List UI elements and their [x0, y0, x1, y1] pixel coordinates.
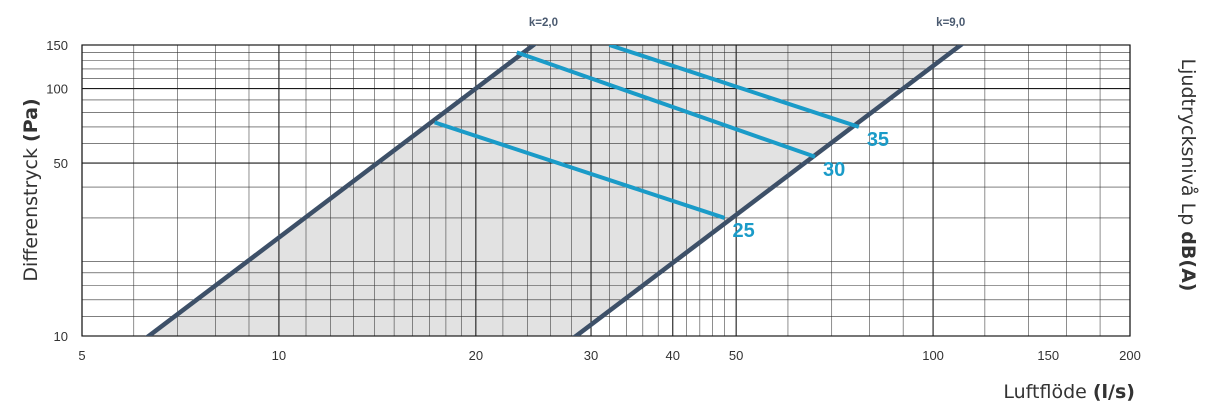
k-line-label: k=9,0: [936, 17, 965, 29]
x-tick-label: 20: [469, 348, 483, 363]
sound-level-label: 30: [823, 159, 845, 181]
x-tick-label: 10: [272, 348, 286, 363]
y-tick-label: 10: [54, 329, 68, 344]
x-axis-title-unit: (l/s): [1093, 381, 1135, 403]
y2-axis-title: Ljudtrycksnivå Lp dB(A): [1177, 59, 1200, 292]
x-axis-title-text: Luftflöde: [1003, 381, 1092, 403]
y2-axis-title-unit: dB(A): [1177, 231, 1199, 291]
y-tick-label: 100: [46, 82, 68, 97]
y-axis-title-text: Differenstryck: [20, 142, 42, 282]
plot-frame: [81, 44, 1131, 337]
x-tick-label: 150: [1037, 348, 1059, 363]
operating-range-area: [148, 45, 961, 336]
y-axis-title-unit: (Pa): [20, 98, 42, 142]
k-line: [572, 45, 965, 336]
x-tick-label: 100: [922, 348, 944, 363]
k-line: [145, 45, 538, 336]
k-line-label: k=2,0: [529, 17, 558, 29]
x-tick-label: 5: [78, 348, 85, 363]
x-axis-title: Luftflöde (l/s): [1003, 381, 1135, 403]
sound-level-label: 35: [867, 129, 889, 151]
x-tick-label: 50: [729, 348, 743, 363]
sound-level-line: [434, 120, 726, 220]
y-tick-label: 50: [54, 156, 68, 171]
y2-axis-title-text: Ljudtrycksnivå Lp: [1177, 59, 1200, 232]
x-tick-label: 200: [1119, 348, 1141, 363]
y-tick-label: 150: [46, 38, 68, 53]
sound-level-line: [516, 50, 816, 159]
y-axis-title: Differenstryck (Pa): [20, 98, 42, 281]
sound-level-label: 25: [733, 220, 755, 242]
x-tick-label: 40: [666, 348, 680, 363]
x-tick-label: 30: [584, 348, 598, 363]
sound-level-line: [608, 45, 860, 129]
